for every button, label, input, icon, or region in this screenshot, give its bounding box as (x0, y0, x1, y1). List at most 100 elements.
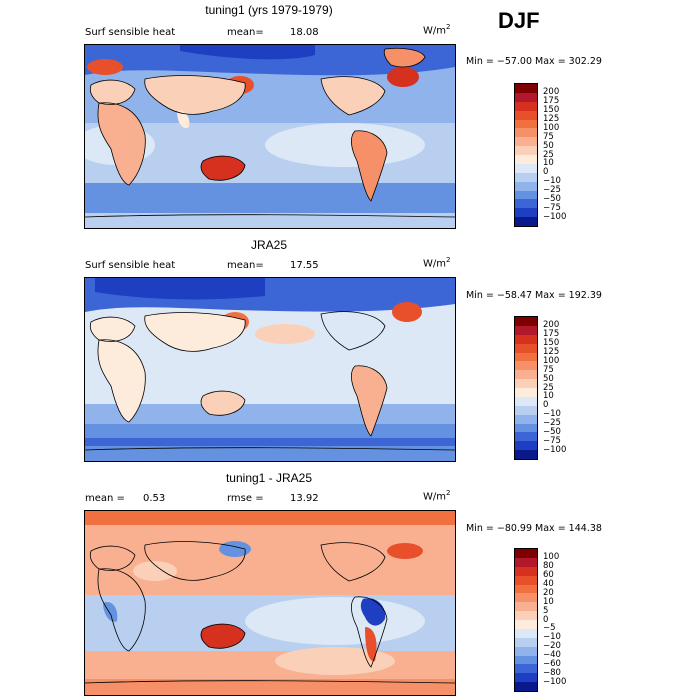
colorbar-segment (515, 208, 537, 218)
colorbar-tick-label: 10 (543, 596, 554, 607)
colorbar-tick-label: 125 (543, 347, 560, 357)
colorbar-segment (515, 325, 537, 335)
panel2-variable: Surf sensible heat (85, 260, 176, 271)
colorbar-tick-label: −50 (543, 426, 561, 437)
colorbar-segment (515, 128, 537, 138)
colorbar-segment (515, 119, 537, 129)
colorbar-tick-label: −25 (543, 185, 561, 195)
colorbar-tick-label: 50 (543, 140, 554, 151)
colorbar-tick-label: −80 (543, 667, 561, 678)
colorbar-segment (515, 146, 537, 155)
colorbar-segment (515, 423, 537, 433)
panel3-colorbar (514, 548, 538, 692)
panel2-map (84, 277, 456, 462)
panel2-colorbar (514, 316, 538, 460)
colorbar-tick-label: 25 (543, 149, 554, 160)
colorbar-segment (515, 646, 537, 656)
colorbar-segment (515, 334, 537, 344)
colorbar-tick-label: 150 (543, 105, 560, 116)
colorbar-tick-label: 20 (543, 587, 554, 598)
colorbar-tick-label: 0 (543, 167, 549, 178)
colorbar-segment (515, 352, 537, 362)
panel2-title: JRA25 (250, 238, 288, 252)
colorbar-segment (515, 405, 537, 415)
colorbar-tick-label: −50 (543, 193, 561, 204)
colorbar-tick-label: 100 (543, 552, 560, 563)
colorbar-segment (515, 101, 537, 111)
panel3-rmse-label: rmse = (227, 493, 264, 504)
colorbar-tick-label: 125 (543, 114, 560, 124)
colorbar-segment (515, 379, 537, 388)
colorbar-tick-label: 100 (543, 122, 560, 133)
colorbar-tick-label: −10 (543, 632, 561, 643)
colorbar-tick-label: 60 (543, 570, 554, 581)
colorbar-segment (515, 664, 537, 674)
colorbar-tick-label: 40 (543, 579, 554, 589)
colorbar-segment (515, 370, 537, 380)
colorbar-tick-label: 10 (543, 391, 554, 402)
panel1-units: W/m2 (423, 23, 451, 37)
colorbar-segment (515, 199, 537, 209)
colorbar-segment (515, 181, 537, 191)
colorbar-segment (515, 611, 537, 620)
colorbar-segment (515, 217, 537, 226)
colorbar-tick-label: 0 (543, 400, 549, 411)
colorbar-segment (515, 620, 537, 629)
colorbar-tick-label: 100 (543, 355, 560, 366)
colorbar-tick-label: 200 (543, 87, 560, 98)
colorbar-segment (515, 628, 537, 638)
colorbar-segment (515, 163, 537, 173)
colorbar-tick-label: −25 (543, 418, 561, 428)
panel1-title: tuning1 (yrs 1979-1979) (205, 3, 333, 17)
colorbar-segment (515, 84, 537, 93)
season-label: DJF (498, 8, 540, 33)
colorbar-tick-label: 75 (543, 364, 554, 375)
colorbar-segment (515, 584, 537, 594)
panel2-units: W/m2 (423, 256, 451, 270)
panel3-mean-label: mean = (85, 493, 125, 504)
colorbar-tick-label: −10 (543, 176, 561, 187)
colorbar-segment (515, 110, 537, 120)
panel3-rmse-value: 13.92 (290, 493, 319, 504)
colorbar-tick-label: 75 (543, 131, 554, 142)
panel2-mean-label: mean= (227, 260, 264, 271)
colorbar-tick-label: 200 (543, 320, 560, 331)
colorbar-tick-label: 5 (543, 605, 549, 616)
panel2-minmax: Min = −58.47 Max = 192.39 (466, 290, 602, 301)
colorbar-segment (515, 92, 537, 102)
colorbar-segment (515, 441, 537, 451)
colorbar-tick-label: −10 (543, 409, 561, 420)
panel1-mean-label: mean= (227, 27, 264, 38)
colorbar-tick-label: 80 (543, 561, 554, 572)
panel1-minmax: Min = −57.00 Max = 302.29 (466, 56, 602, 67)
colorbar-segment (515, 557, 537, 567)
colorbar-tick-label: 150 (543, 338, 560, 349)
colorbar-segment (515, 414, 537, 424)
colorbar-tick-label: −100 (543, 444, 567, 455)
colorbar-segment (515, 655, 537, 665)
colorbar-segment (515, 682, 537, 691)
panel1-colorbar (514, 83, 538, 227)
colorbar-segment (515, 155, 537, 164)
colorbar-tick-label: 175 (543, 96, 560, 107)
colorbar-segment (515, 172, 537, 182)
colorbar-tick-label: −100 (543, 211, 567, 222)
colorbar-tick-label: −60 (543, 658, 561, 669)
colorbar-tick-label: 10 (543, 158, 554, 169)
colorbar-tick-label: −75 (543, 435, 561, 446)
colorbar-segment (515, 602, 537, 612)
colorbar-tick-label: −20 (543, 641, 561, 652)
panel3-map (84, 510, 456, 696)
colorbar-segment (515, 361, 537, 371)
panel3-minmax: Min = −80.99 Max = 144.38 (466, 523, 602, 534)
colorbar-tick-label: −75 (543, 202, 561, 213)
colorbar-segment (515, 637, 537, 647)
colorbar-segment (515, 432, 537, 442)
panel1-variable: Surf sensible heat (85, 27, 176, 38)
panel1-map (84, 44, 456, 229)
colorbar-segment (515, 549, 537, 558)
colorbar-segment (515, 575, 537, 585)
panel3-title: tuning1 - JRA25 (225, 471, 313, 485)
colorbar-tick-label: 0 (543, 614, 549, 625)
panel1-mean-value: 18.08 (290, 27, 319, 38)
